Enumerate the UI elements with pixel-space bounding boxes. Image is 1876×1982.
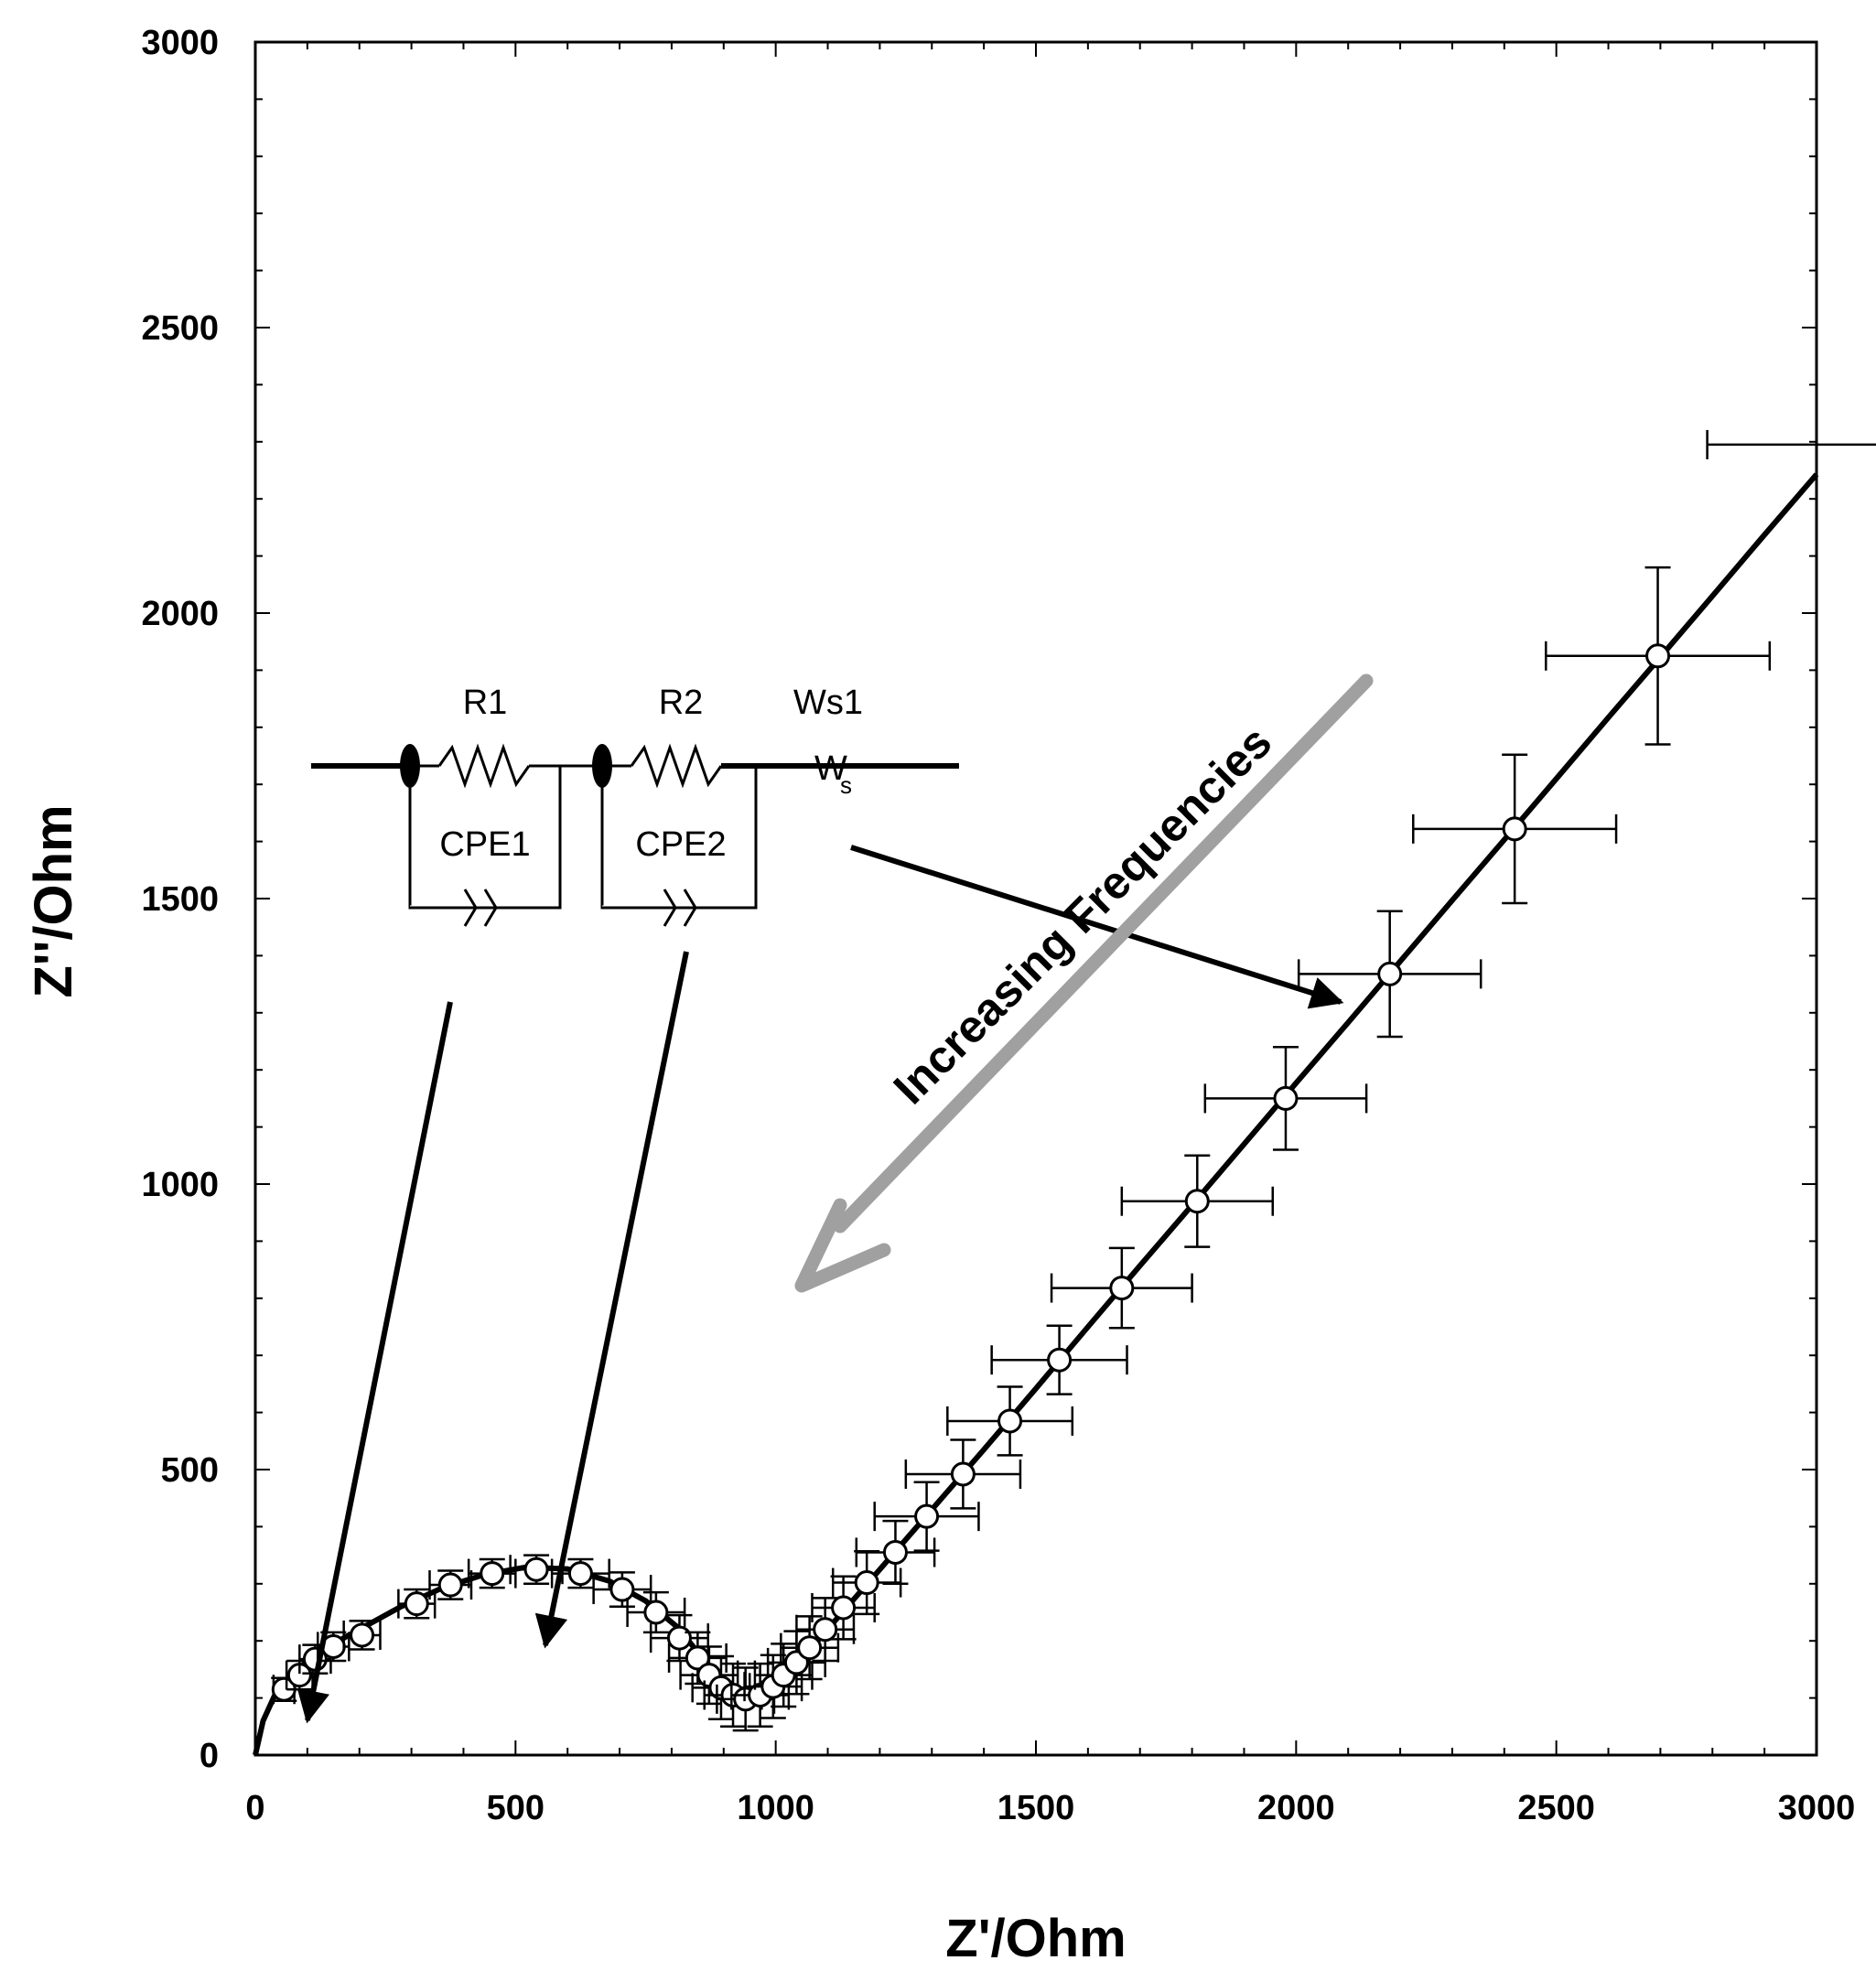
data-point-marker <box>666 1625 692 1651</box>
data-point-marker <box>643 1600 669 1625</box>
cpe1-symbol-b <box>483 889 498 927</box>
data-point <box>592 1571 652 1609</box>
y-tick-label: 2500 <box>141 309 219 348</box>
x-axis-title: Z'/Ohm <box>945 1909 1126 1968</box>
x-tick-label: 500 <box>487 1789 544 1827</box>
data-point <box>342 1620 382 1651</box>
cpe2-symbol-a <box>663 889 677 927</box>
data-point-marker <box>1273 1085 1299 1111</box>
data-point-marker <box>1377 961 1403 986</box>
cpe2-pointer-arrow <box>534 951 689 1649</box>
r2-resistor <box>630 743 723 789</box>
frequency-label: Increasing Frequencies <box>884 716 1282 1115</box>
y-tick-label: 500 <box>161 1451 219 1490</box>
cpe1-pointer-arrow <box>296 1001 453 1724</box>
data-point-marker <box>797 1635 823 1661</box>
data-point-marker <box>1184 1189 1210 1214</box>
r1-resistor <box>437 743 531 789</box>
frequency-direction-arrow <box>794 673 1374 1293</box>
y-tick-label: 3000 <box>141 24 219 62</box>
data-point-marker <box>480 1561 505 1587</box>
data-point-marker <box>350 1622 375 1648</box>
ws-symbol-sub: s <box>840 771 852 799</box>
data-point-marker <box>882 1539 908 1565</box>
data-point <box>780 1615 840 1681</box>
data-point-marker <box>437 1572 463 1598</box>
y-tick-label: 1500 <box>141 880 219 919</box>
data-point <box>990 1324 1128 1395</box>
data-point <box>1203 1045 1368 1151</box>
cpe2-label: CPE2 <box>635 825 726 864</box>
frequency-arrow-head <box>794 1198 891 1293</box>
ws-symbol-main: W <box>814 749 847 788</box>
equivalent-circuit <box>311 743 959 927</box>
data-point <box>904 1438 1022 1510</box>
data-point <box>1297 910 1482 1039</box>
x-tick-label: 1000 <box>737 1789 814 1827</box>
data-point-marker <box>1645 643 1671 669</box>
data-point <box>271 1675 297 1705</box>
data-point-marker <box>1502 816 1527 842</box>
cpe1-symbol-a <box>463 889 478 927</box>
data-point-marker <box>1109 1276 1135 1301</box>
data-point-marker <box>950 1461 976 1487</box>
ws-pointer-arrow <box>850 845 1344 1009</box>
data-point-marker <box>523 1557 549 1582</box>
data-point <box>873 1481 980 1552</box>
data-point <box>1412 753 1618 905</box>
y-axis-title: Z''/Ohm <box>24 804 83 997</box>
data-point <box>649 1613 709 1663</box>
data-point <box>467 1557 517 1589</box>
circuit-node-2 <box>592 744 612 788</box>
frequency-arrow-shaft <box>833 673 1374 1233</box>
data-point <box>811 1575 876 1641</box>
cpe1-label: CPE1 <box>439 825 530 864</box>
data-point <box>946 1385 1074 1457</box>
data-points-layer <box>271 429 1876 1732</box>
x-tick-label: 2500 <box>1517 1789 1595 1827</box>
data-point-marker <box>609 1577 635 1602</box>
data-point-marker <box>813 1617 838 1643</box>
data-point <box>1120 1154 1274 1248</box>
data-point <box>626 1590 686 1634</box>
y-tick-label: 1000 <box>141 1166 219 1204</box>
x-tick-label: 1500 <box>997 1789 1075 1827</box>
cpe2-loop <box>600 766 758 910</box>
axis-ticks-layer: 0 500 1000 1500 2000 2500 3000 0 500 1000 1500 2000… <box>141 24 1855 1827</box>
ws1-label: Ws1 <box>793 684 863 722</box>
r1-label: R1 <box>463 684 508 722</box>
data-point <box>1545 566 1772 746</box>
data-point-marker <box>567 1561 593 1587</box>
y-tick-label: 2000 <box>141 595 219 633</box>
r2-label: R2 <box>659 684 704 722</box>
data-point-marker <box>997 1408 1023 1434</box>
data-point-marker <box>854 1570 879 1596</box>
data-point <box>509 1554 564 1586</box>
data-point <box>1050 1246 1193 1330</box>
x-tick-label: 2000 <box>1257 1789 1335 1827</box>
circuit-node-1 <box>400 744 420 788</box>
cpe2-symbol-b <box>683 889 697 927</box>
data-point <box>397 1588 437 1620</box>
x-tick-label: 3000 <box>1778 1789 1856 1827</box>
data-point-marker <box>1047 1347 1073 1373</box>
y-tick-label: 0 <box>199 1737 219 1775</box>
data-point-marker <box>914 1503 940 1529</box>
data-point <box>855 1519 936 1586</box>
data-point-marker <box>404 1591 429 1617</box>
x-tick-label: 0 <box>245 1789 264 1827</box>
data-point <box>550 1557 610 1589</box>
data-point <box>428 1569 473 1600</box>
data-point-marker <box>831 1595 857 1621</box>
data-point-error-only <box>1706 429 1876 459</box>
cpe1-loop <box>408 766 562 910</box>
